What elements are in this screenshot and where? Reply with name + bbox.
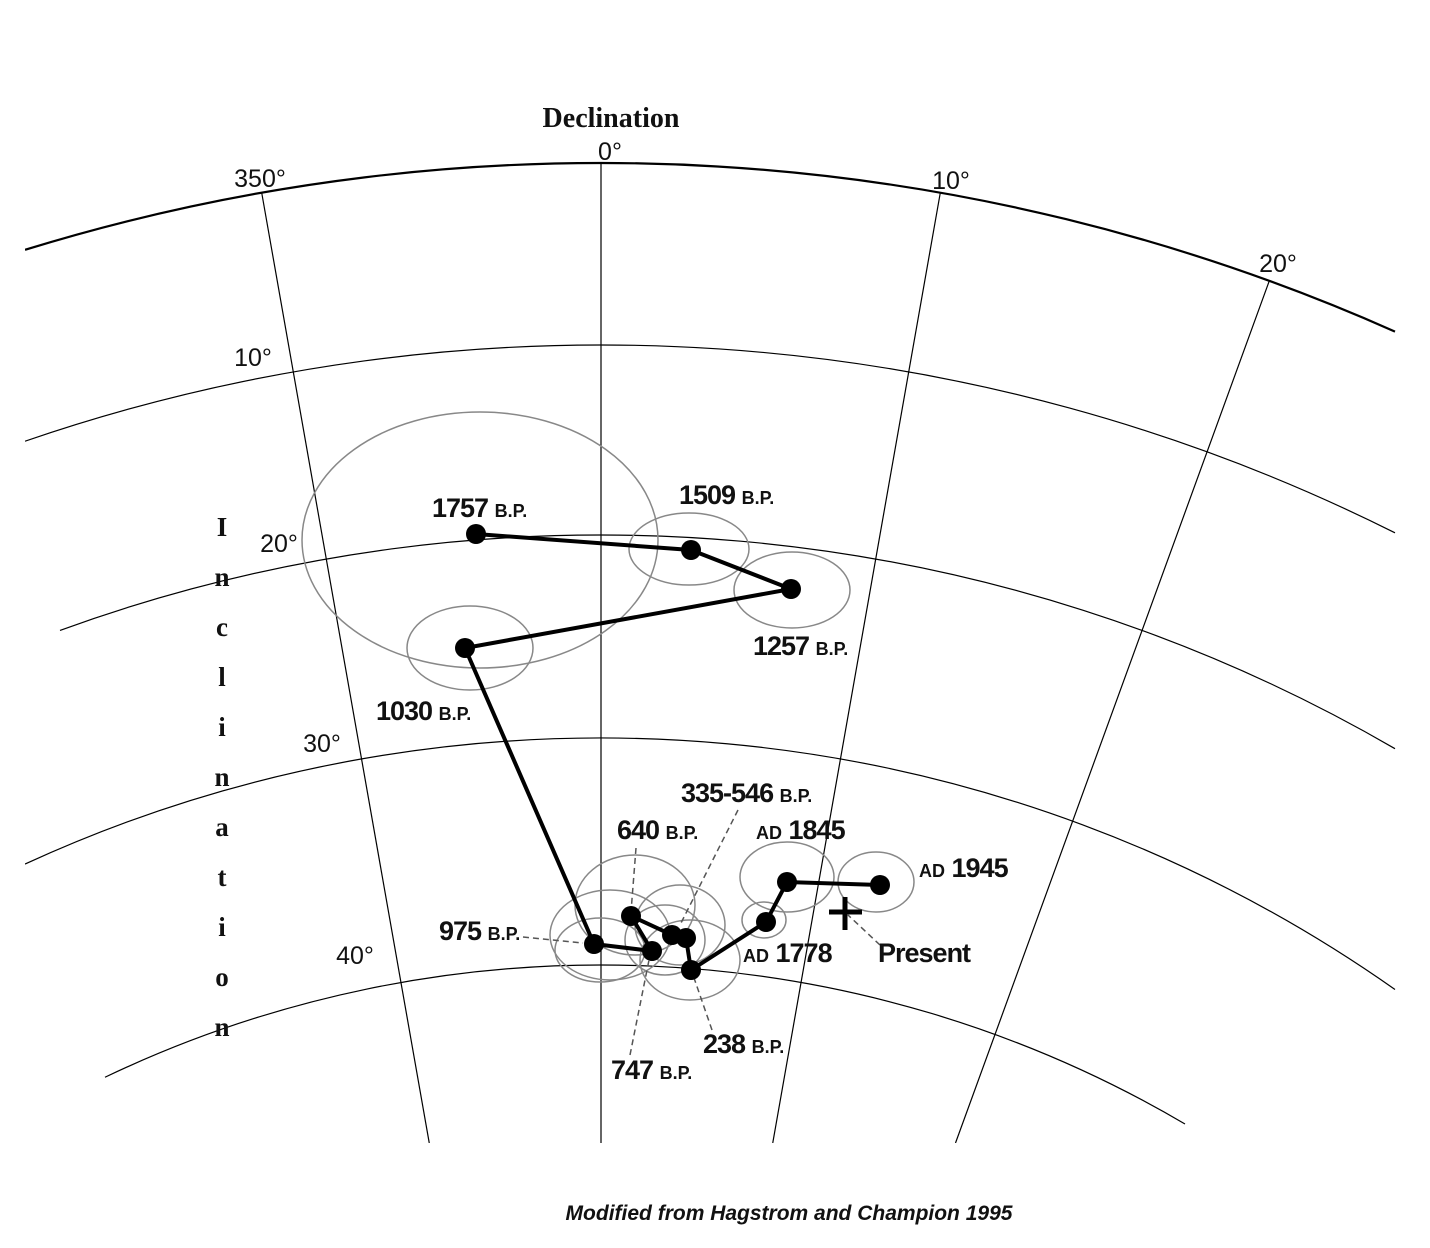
- leader: [522, 936, 584, 944]
- pole-point: [455, 638, 475, 658]
- point-label: 1509 B.P.: [679, 480, 774, 510]
- inclination-label: 20°: [260, 530, 298, 558]
- point-label: 1757 B.P.: [432, 493, 527, 523]
- point-label: 335-546 B.P.: [681, 778, 812, 808]
- inclination-axis-title: Inclination: [207, 512, 237, 1062]
- present-label: Present: [878, 938, 971, 968]
- point-label: AD 1845: [756, 815, 846, 845]
- point-label: 640 B.P.: [617, 815, 698, 845]
- pole-point: [777, 872, 797, 892]
- meridian: [261, 192, 430, 1143]
- pole-point: [676, 928, 696, 948]
- pole-point: [870, 875, 890, 895]
- point-label: 1030 B.P.: [376, 696, 471, 726]
- grid-arc: [25, 161, 1396, 333]
- leader: [847, 914, 881, 946]
- present-marker: [829, 897, 862, 930]
- point-label: AD 1945: [919, 853, 1009, 883]
- title: Declination: [543, 103, 680, 134]
- pole-point: [621, 906, 641, 926]
- declination-label: 350°: [234, 165, 286, 193]
- confidence-ellipse: [741, 901, 787, 939]
- leader: [629, 954, 651, 1056]
- confidence-ellipse: [639, 919, 741, 1001]
- confidence-ellipse: [624, 904, 706, 976]
- declination-label: 0°: [598, 138, 622, 166]
- declination-label: 20°: [1259, 250, 1297, 278]
- leader: [679, 809, 739, 926]
- pole-point: [466, 524, 486, 544]
- leader: [630, 847, 637, 913]
- pole-points: [455, 524, 890, 980]
- inclination-label: 10°: [234, 344, 272, 372]
- point-label: 747 B.P.: [611, 1055, 692, 1085]
- meridian: [772, 192, 941, 1143]
- confidence-ellipse: [628, 512, 750, 586]
- declination-label: 10°: [932, 167, 970, 195]
- leader: [692, 974, 713, 1031]
- source-note: Modified from Hagstrom and Champion 1995: [566, 1202, 1013, 1225]
- pole-point: [681, 540, 701, 560]
- leaders: [522, 809, 881, 1056]
- point-label: 975 B.P.: [439, 916, 520, 946]
- pole-point: [642, 941, 662, 961]
- pole-point: [756, 912, 776, 932]
- pole-point: [681, 960, 701, 980]
- pole-path: [462, 532, 881, 974]
- confidence-ellipse: [739, 841, 835, 913]
- grid-arc: [104, 964, 1186, 1125]
- inclination-label: 30°: [303, 730, 341, 758]
- point-label: 238 B.P.: [703, 1029, 784, 1059]
- inclination-label: 40°: [336, 942, 374, 970]
- meridian: [954, 280, 1270, 1143]
- confidence-ellipse: [301, 411, 659, 669]
- pole-point: [781, 579, 801, 599]
- point-label: AD 1778: [743, 938, 833, 968]
- confidence-ellipses: [301, 411, 915, 1001]
- confidence-ellipse: [406, 605, 534, 691]
- pole-point: [584, 934, 604, 954]
- grid: [25, 161, 1396, 1143]
- point-label: 1257 B.P.: [753, 631, 848, 661]
- grid-arc: [25, 737, 1396, 991]
- confidence-ellipse: [733, 551, 851, 629]
- grid-arc: [25, 344, 1396, 534]
- grid-arc: [59, 534, 1396, 750]
